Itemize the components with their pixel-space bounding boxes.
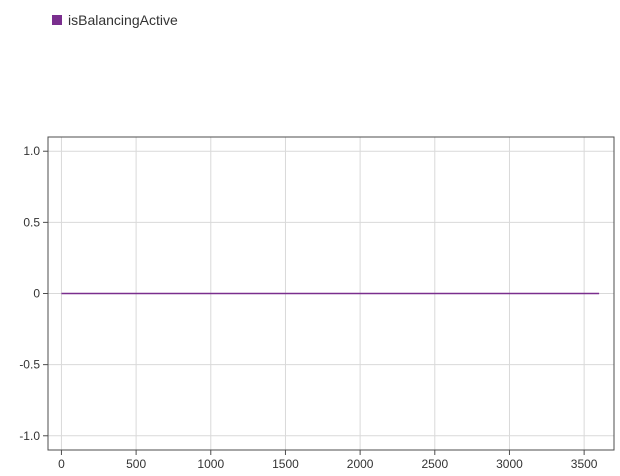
y-tick-label: 0 [33,287,40,301]
x-tick-label: 1500 [272,457,299,471]
x-tick-label: 1000 [197,457,224,471]
x-tick-label: 2000 [347,457,374,471]
x-tick-label: 3000 [496,457,523,471]
y-tick-label: -1.0 [19,429,40,443]
legend-label: isBalancingActive [68,12,178,28]
x-tick-label: 3500 [571,457,598,471]
y-tick-label: -0.5 [19,358,40,372]
x-axis: 0 500 1000 1500 2000 2500 3000 3500 [58,450,598,471]
y-tick-label: 0.5 [23,215,40,229]
x-tick-label: 2500 [421,457,448,471]
x-tick-label: 500 [126,457,146,471]
y-axis: 1.0 0.5 0 -0.5 -1.0 [19,144,48,443]
legend: isBalancingActive [52,12,178,28]
x-tick-label: 0 [58,457,65,471]
legend-swatch [52,15,62,25]
y-tick-label: 1.0 [23,144,40,158]
